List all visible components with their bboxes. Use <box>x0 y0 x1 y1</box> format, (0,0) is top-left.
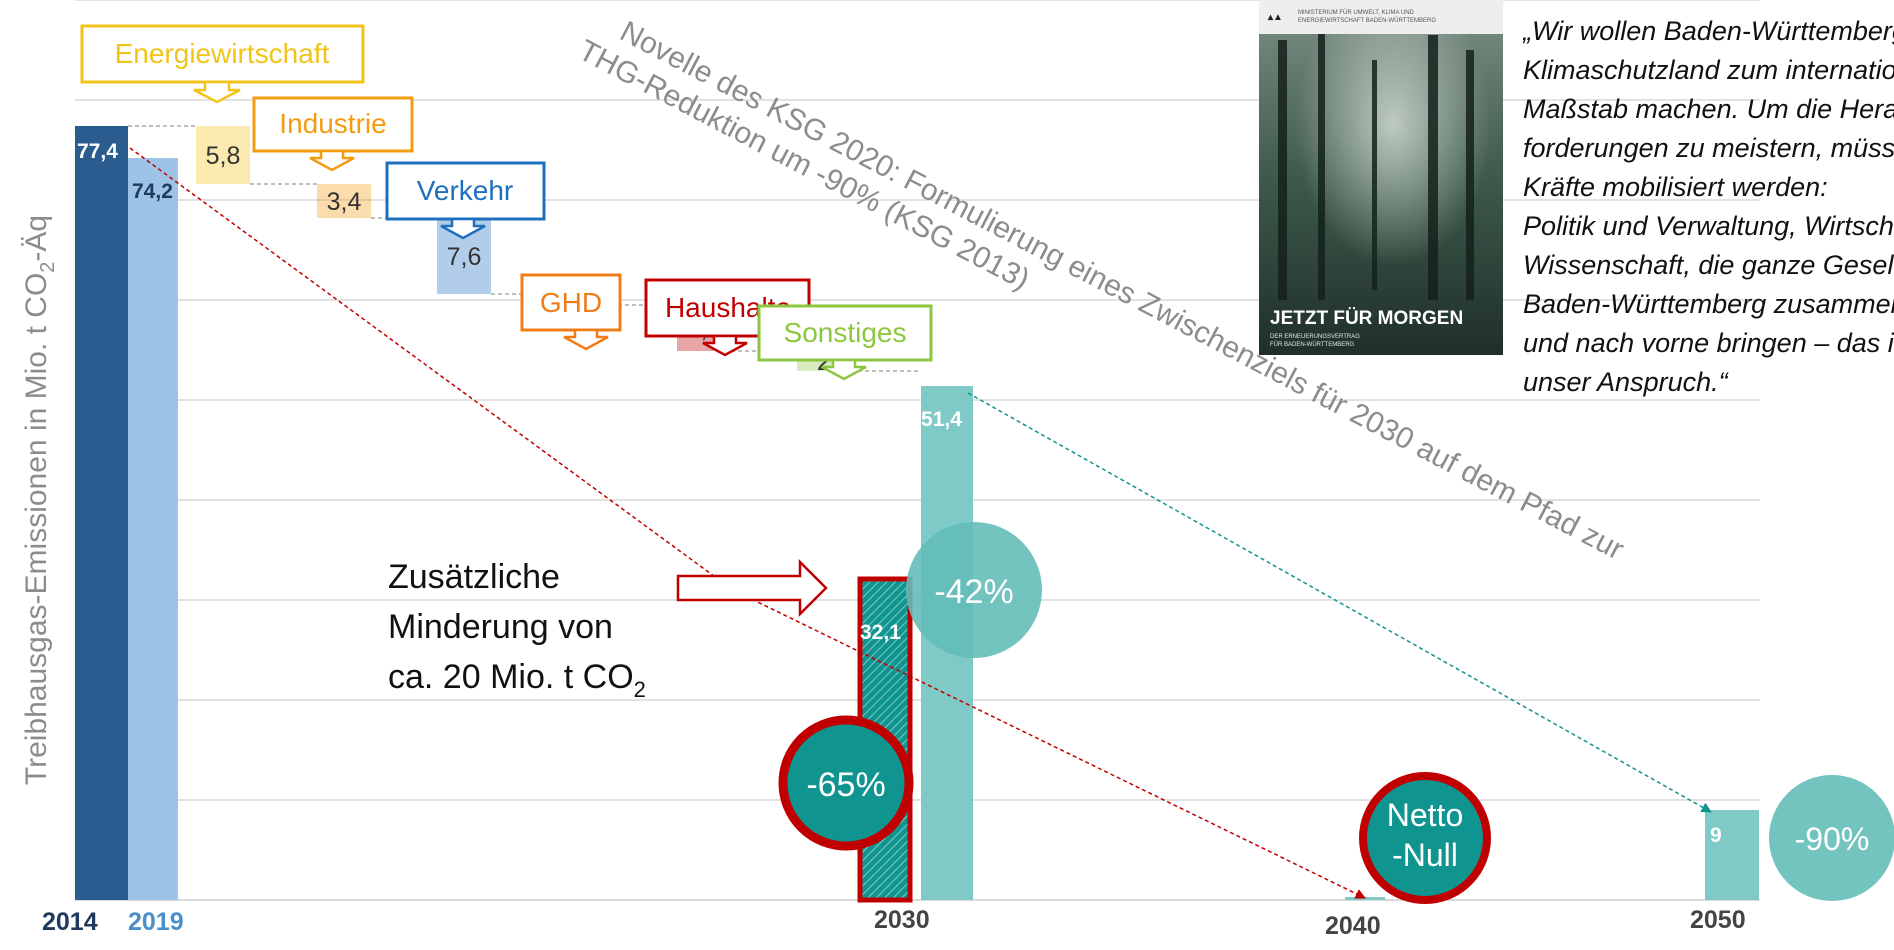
note-line2: Minderung von <box>388 608 613 646</box>
note-line1: Zusätzliche <box>388 558 560 596</box>
x-axis: 2014 2019 2030 2040 2050 <box>42 906 1746 940</box>
gridlines <box>75 0 1760 901</box>
cover-header-line2: ENERGIEWIRTSCHAFT BADEN-WÜRTTEMBERG <box>1298 17 1436 24</box>
svg-text:-90%: -90% <box>1795 821 1870 857</box>
cover-logo-icon: ▴▲ <box>1267 12 1283 23</box>
waterfall-value-energiewirtschaft: 5,8 <box>206 142 241 170</box>
waterfall-value-industrie: 3,4 <box>327 188 362 216</box>
bar-label-2014: 77,4 <box>77 140 118 163</box>
report-cover-image: MINISTERIUM FÜR UMWELT, KLIMA UND ENERGI… <box>1259 0 1503 355</box>
badge-netto-null: Netto -Null <box>1359 772 1491 904</box>
x-label-2040: 2040 <box>1325 912 1381 940</box>
outline-arrow-icon <box>676 558 828 618</box>
x-label-2050: 2050 <box>1690 906 1746 934</box>
callout-sonstiges: Sonstiges <box>757 304 933 381</box>
bar-2014 <box>75 126 128 900</box>
cover-header-line1: MINISTERIUM FÜR UMWELT, KLIMA UND <box>1298 9 1415 16</box>
reduction-badges: -42% -65% Netto -Null -90% <box>778 522 1894 904</box>
waterfall-industrie <box>317 184 371 218</box>
bar-label-2019: 74,2 <box>132 180 173 203</box>
cover-subtitle-line1: DER ERNEUERUNGSVERTRAG <box>1270 334 1360 340</box>
badge-minus90: -90% <box>1769 775 1894 901</box>
badge-minus42: -42% <box>906 522 1042 658</box>
diagonal-text-line2: THG-Reduktion um -90% (KSG 2013) <box>573 34 1035 297</box>
bar-label-2030: 32,1 <box>860 621 901 644</box>
callout-ghd: GHD <box>520 273 622 351</box>
teal-trend-arrow-2050 <box>967 392 1712 813</box>
badge-minus65: -65% <box>778 715 914 851</box>
label-verkehr: Verkehr <box>417 175 514 206</box>
svg-text:Netto: Netto <box>1387 797 1463 833</box>
svg-text:-65%: -65% <box>806 766 885 804</box>
cover-title: JETZT FÜR MORGEN <box>1270 308 1463 329</box>
cover-subtitle-line2: FÜR BADEN-WÜRTTEMBERG <box>1270 341 1355 348</box>
x-label-2014: 2014 <box>42 908 98 936</box>
x-label-2030: 2030 <box>874 906 930 934</box>
label-ghd: GHD <box>540 287 602 318</box>
bar-2019 <box>128 158 178 900</box>
svg-text:-Null: -Null <box>1392 837 1458 873</box>
red-trend-arrow-2030 <box>129 147 734 591</box>
coalition-quote: „Wir wollen Baden-Württemberg Klimaschut… <box>1523 16 1894 397</box>
waterfall-value-verkehr: 7,6 <box>447 243 482 271</box>
callout-verkehr: Verkehr <box>385 161 546 240</box>
y-axis-label: Treibhausgas-Emissionen in Mio. t CO2-Äq <box>20 215 59 785</box>
bar-label-2050: 9 <box>1710 824 1722 847</box>
callout-industrie: Industrie <box>252 96 414 172</box>
waterfall-energiewirtschaft <box>196 126 250 184</box>
label-energiewirtschaft: Energiewirtschaft <box>115 38 330 69</box>
additional-reduction-note: Zusätzliche Minderung von ca. 20 Mio. t … <box>388 558 646 702</box>
bar-label-2030: 51,4 <box>921 408 962 431</box>
svg-text:-42%: -42% <box>934 573 1013 611</box>
note-line3: ca. 20 Mio. t CO2 <box>388 658 646 702</box>
sector-callouts: Energiewirtschaft Industrie Verkehr GHD … <box>80 24 933 381</box>
red-trend-arrow-2040 <box>732 589 1366 899</box>
callout-energiewirtschaft: Energiewirtschaft <box>80 24 365 104</box>
label-industrie: Industrie <box>279 108 386 139</box>
x-label-2019: 2019 <box>128 908 184 936</box>
bar-2050 <box>1705 810 1759 900</box>
label-sonstiges: Sonstiges <box>784 317 907 348</box>
